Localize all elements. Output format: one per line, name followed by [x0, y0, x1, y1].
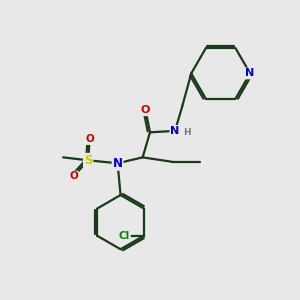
Text: S: S: [84, 154, 92, 167]
Text: N: N: [245, 68, 255, 78]
Text: N: N: [170, 126, 180, 136]
Text: O: O: [141, 105, 150, 115]
Text: O: O: [69, 172, 78, 182]
Text: O: O: [85, 134, 94, 144]
Text: N: N: [112, 157, 123, 170]
Text: Cl: Cl: [119, 231, 130, 241]
Text: H: H: [184, 128, 191, 137]
